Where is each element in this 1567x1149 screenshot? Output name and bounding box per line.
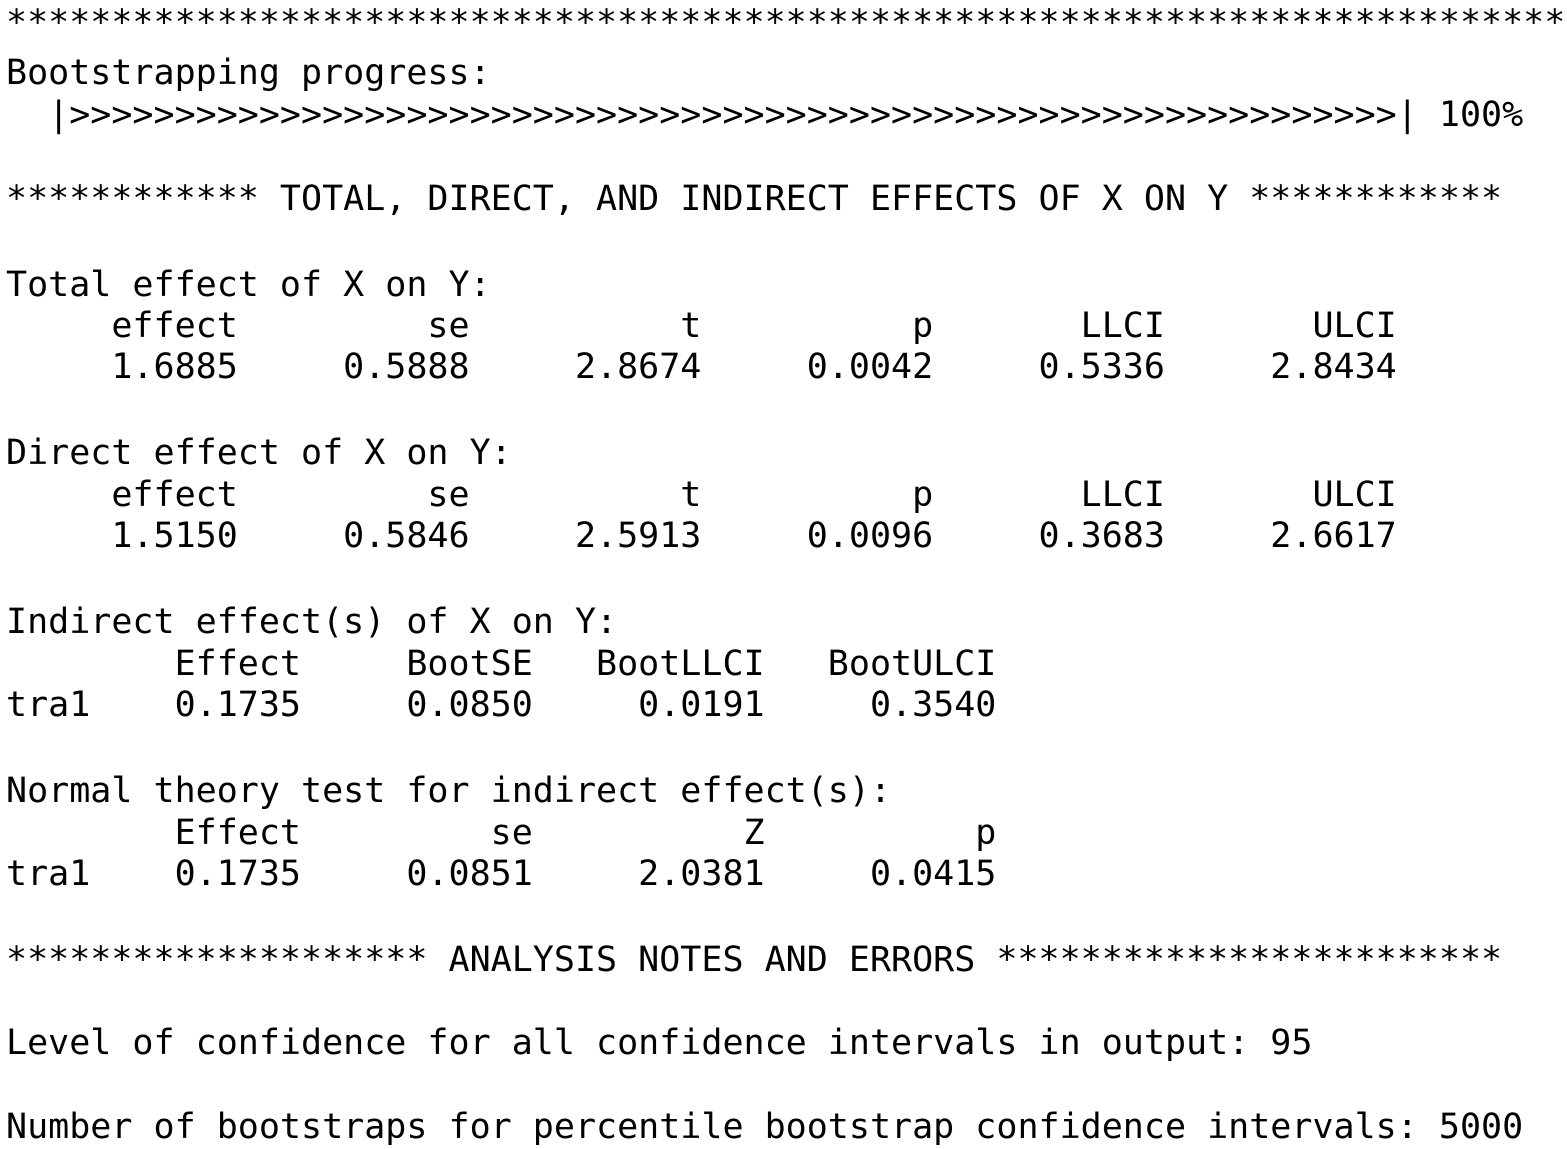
indirect-effect-table-row: tra1 0.1735 0.0850 0.0191 0.3540: [6, 685, 997, 725]
total-effect-table-header: effect se t p LLCI ULCI: [6, 306, 1397, 346]
effects-section-header: ************ TOTAL, DIRECT, AND INDIRECT…: [6, 179, 1503, 219]
normal-theory-table-row: tra1 0.1735 0.0851 2.0381 0.0415: [6, 854, 997, 894]
bootstrap-progress-bar: |>>>>>>>>>>>>>>>>>>>>>>>>>>>>>>>>>>>>>>>…: [6, 95, 1524, 135]
notes-section-header: ******************** ANALYSIS NOTES AND …: [6, 940, 1503, 980]
total-effect-title: Total effect of X on Y:: [6, 265, 491, 305]
indirect-effect-table-header: Effect BootSE BootLLCI BootULCI: [6, 644, 997, 684]
indirect-effect-title: Indirect effect(s) of X on Y:: [6, 602, 618, 642]
direct-effect-table-row: 1.5150 0.5846 2.5913 0.0096 0.3683 2.661…: [6, 516, 1397, 556]
direct-effect-title: Direct effect of X on Y:: [6, 433, 512, 473]
bootstrap-heading: Bootstrapping progress:: [6, 53, 491, 93]
confidence-level-note: Level of confidence for all confidence i…: [6, 1023, 1313, 1063]
separator-line: ****************************************…: [6, 3, 1567, 43]
normal-theory-title: Normal theory test for indirect effect(s…: [6, 771, 892, 811]
bootstrap-count-note: Number of bootstraps for percentile boot…: [6, 1107, 1524, 1147]
direct-effect-table-header: effect se t p LLCI ULCI: [6, 475, 1397, 515]
normal-theory-table-header: Effect se Z p: [6, 813, 997, 853]
total-effect-table-row: 1.6885 0.5888 2.8674 0.0042 0.5336 2.843…: [6, 347, 1397, 387]
